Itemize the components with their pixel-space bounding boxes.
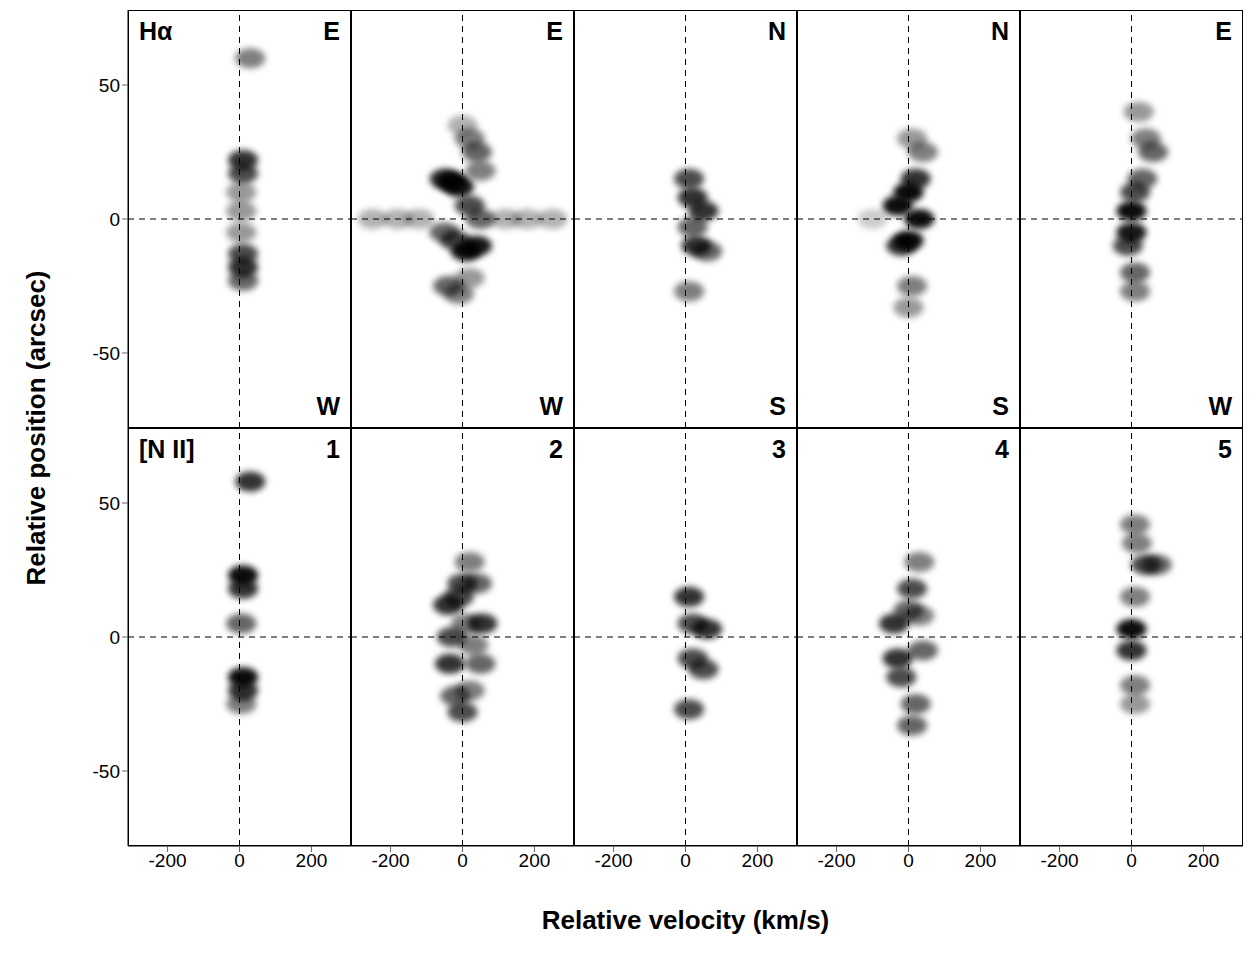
svg-text:200: 200 bbox=[742, 850, 774, 871]
svg-text:0: 0 bbox=[903, 850, 914, 871]
svg-text:-200: -200 bbox=[818, 850, 856, 871]
html-text:2: 2 bbox=[549, 435, 563, 463]
html-text:Relative position (arcsec): Relative position (arcsec) bbox=[21, 270, 51, 586]
html-text:4: 4 bbox=[995, 435, 1009, 463]
html-text:N: N bbox=[767, 17, 786, 45]
html-text:5: 5 bbox=[1218, 435, 1232, 463]
svg-text:-200: -200 bbox=[595, 850, 633, 871]
html-text:S: S bbox=[769, 392, 786, 420]
svg-text:-50: -50 bbox=[93, 761, 120, 782]
svg-text:200: 200 bbox=[296, 850, 328, 871]
html-text:W: W bbox=[1208, 392, 1232, 420]
svg-text:0: 0 bbox=[680, 850, 691, 871]
html-text:E: E bbox=[323, 17, 340, 45]
svg-text:50: 50 bbox=[99, 493, 120, 514]
html-text:N: N bbox=[990, 17, 1009, 45]
svg-text:-200: -200 bbox=[372, 850, 410, 871]
html-text:W: W bbox=[539, 392, 563, 420]
html-text:E: E bbox=[546, 17, 563, 45]
svg-text:50: 50 bbox=[99, 75, 120, 96]
svg-text:200: 200 bbox=[965, 850, 997, 871]
svg-text:-200: -200 bbox=[1041, 850, 1079, 871]
html-text:3: 3 bbox=[772, 435, 786, 463]
html-text:E: E bbox=[1215, 17, 1232, 45]
svg-text:-50: -50 bbox=[93, 343, 120, 364]
svg-text:200: 200 bbox=[1188, 850, 1220, 871]
svg-text:200: 200 bbox=[519, 850, 551, 871]
html-text:W: W bbox=[316, 392, 340, 420]
svg-text:0: 0 bbox=[234, 850, 245, 871]
html-text:[N II]: [N II] bbox=[139, 435, 195, 463]
svg-text:-200: -200 bbox=[149, 850, 187, 871]
html-text:Relative velocity (km/s): Relative velocity (km/s) bbox=[541, 905, 830, 935]
html-text:S: S bbox=[992, 392, 1009, 420]
svg-text:0: 0 bbox=[109, 627, 120, 648]
html-text:Hα: Hα bbox=[139, 17, 173, 45]
svg-text:0: 0 bbox=[1126, 850, 1137, 871]
svg-text:0: 0 bbox=[457, 850, 468, 871]
svg-text:0: 0 bbox=[109, 209, 120, 230]
html-text:1: 1 bbox=[326, 435, 340, 463]
